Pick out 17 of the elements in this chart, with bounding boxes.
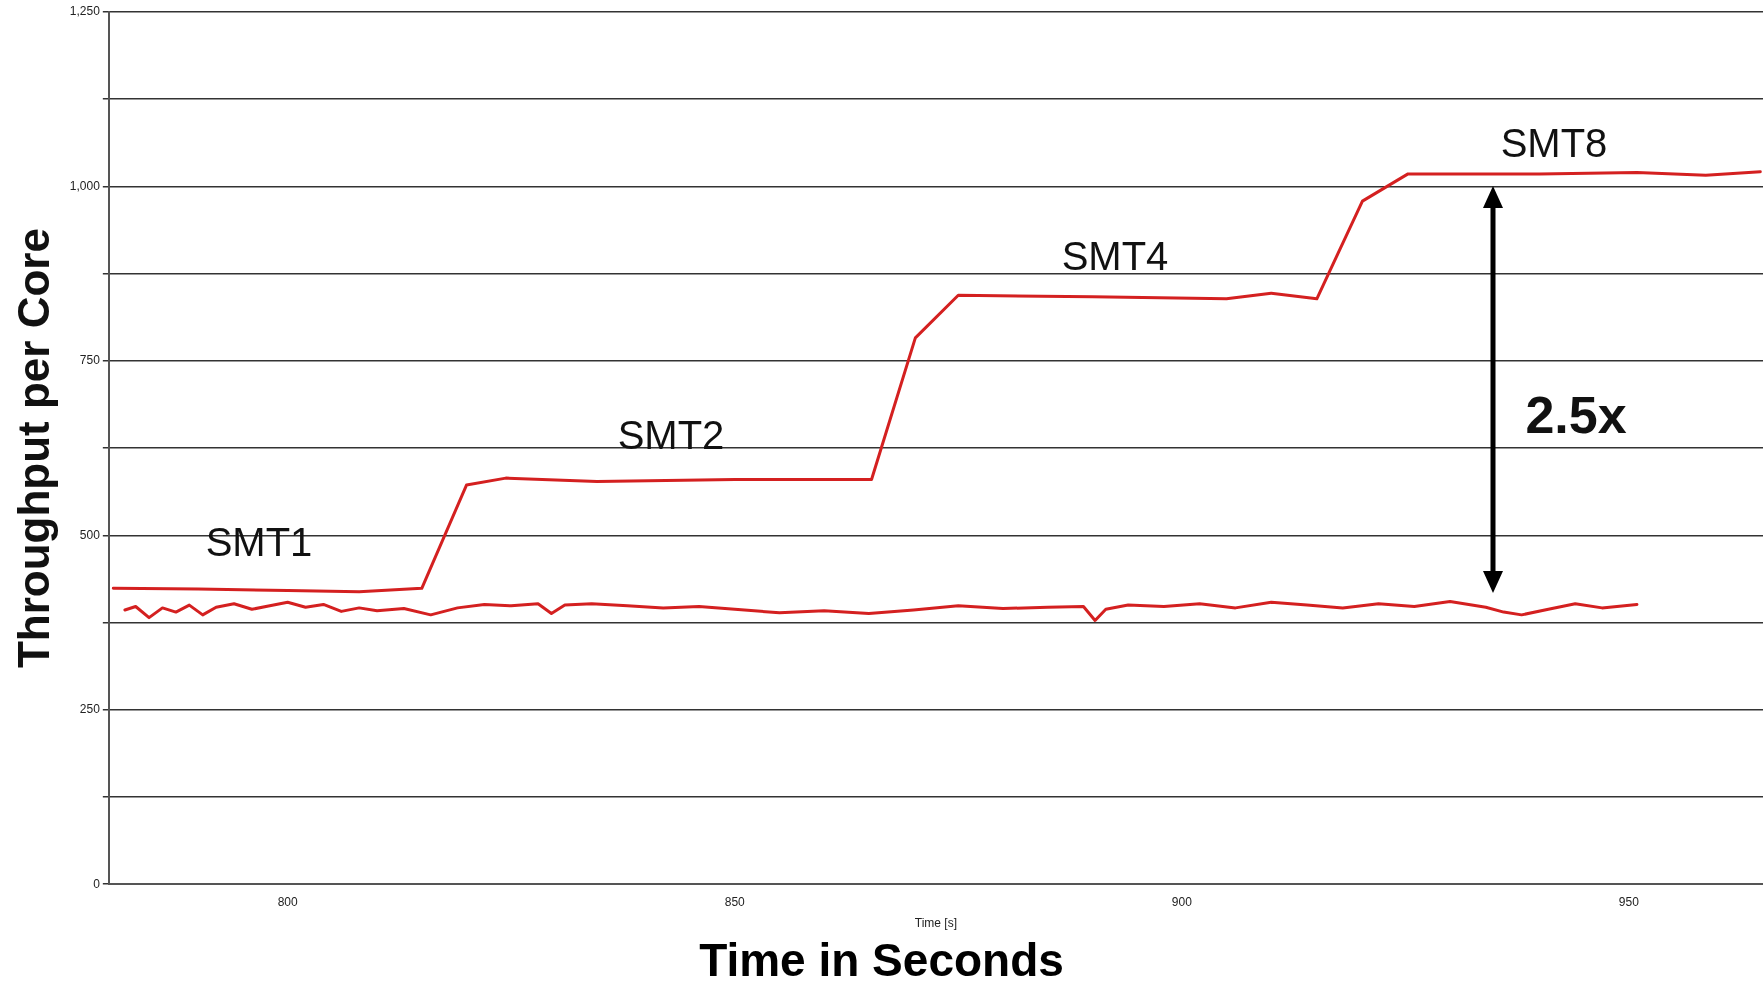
x-tick-label: 950	[1618, 894, 1640, 909]
annotation: 2.5x	[1525, 386, 1627, 445]
y-tick-label: 1,250	[69, 4, 101, 19]
x-tick-label: 800	[277, 894, 298, 909]
text: Time in Seconds	[698, 934, 1065, 986]
x-tick-label: 850	[724, 894, 746, 909]
y-tick-label: 250	[79, 702, 101, 717]
annotation: SMT8	[1500, 121, 1608, 166]
x-tick-label: 900	[1171, 894, 1193, 909]
y-tick-label: 0	[93, 876, 101, 891]
x-axis-title: Time [s]	[914, 916, 958, 931]
annotation: SMT2	[617, 413, 725, 458]
y-axis-title: Throughput per Core	[8, 228, 58, 669]
y-tick-label: 500	[79, 527, 101, 542]
y-tick-label: 1,000	[69, 178, 101, 193]
y-tick-label: 750	[79, 353, 101, 368]
annotation: SMT4	[1061, 234, 1169, 279]
